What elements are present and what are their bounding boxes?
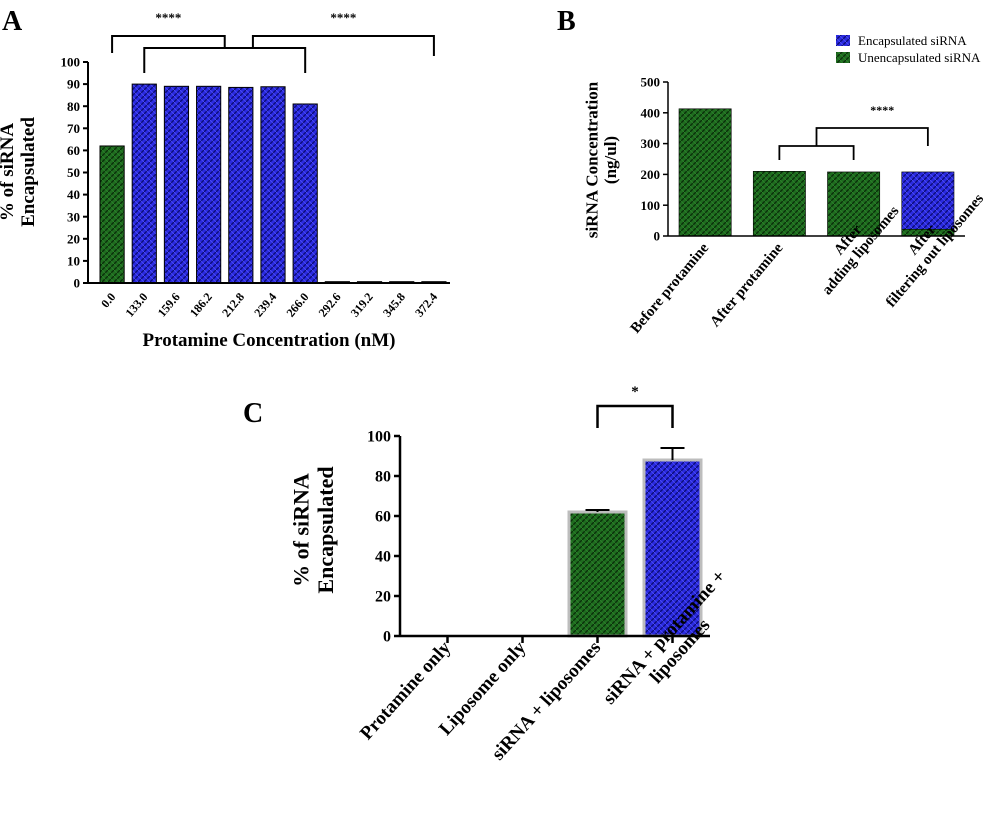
panel-a-y-axis-label: % of siRNAEncapsulated <box>0 117 39 227</box>
panel-c-y-axis-label: % of siRNAEncapsulated <box>289 466 338 593</box>
panel-b-y-tick-label: 400 <box>641 105 661 120</box>
panel-c-y-tick-label: 60 <box>375 509 391 526</box>
panel-c-bar <box>642 458 703 638</box>
panel-c-bar <box>567 510 628 638</box>
panel-c-y-tick-label: 100 <box>367 429 391 446</box>
panel-a-letter: A <box>2 6 23 37</box>
panel-b-y-tick-label: 200 <box>641 167 661 182</box>
panel-a-x-tick-label: 212.8 <box>219 290 247 320</box>
panel-c-y-axis-label-line: Encapsulated <box>313 466 338 593</box>
panel-a-x-axis-label: Protamine Concentration (nM) <box>143 330 396 351</box>
panel-a-x-tick-label-line: 266.0 <box>283 290 311 320</box>
panel-a-x-tick-label-line: 159.6 <box>155 290 183 320</box>
panel-a-y-tick-label: 10 <box>67 253 80 268</box>
panel-a-x-tick-label-line: 372.4 <box>412 290 440 320</box>
panel-a-bar <box>131 83 157 284</box>
panel-b-letter: B <box>557 6 576 37</box>
panel-c-significance-label: * <box>631 384 639 400</box>
panel-b-x-tick-label-line: After protamine <box>707 240 786 330</box>
panel-a-x-tick-label: 319.2 <box>348 290 376 320</box>
panel-a-bar <box>196 85 222 284</box>
panel-a-y-tick-label: 30 <box>67 209 80 224</box>
panel-b-y-tick-label: 500 <box>641 75 661 90</box>
panel-c-bracket <box>596 404 674 428</box>
panel-a-y-axis-label-line: Encapsulated <box>18 117 39 227</box>
panel-a-x-tick-label: 372.4 <box>412 290 440 320</box>
panel-a-x-tick-label: 0.0 <box>98 290 118 310</box>
panel-c-y-axis-label-line: % of siRNA <box>289 473 314 587</box>
panel-b-y-axis-label: siRNA Concentration(ng/ul) <box>582 81 620 238</box>
panel-a-bar <box>260 86 286 284</box>
panel-a-y-tick-label: 80 <box>67 99 80 114</box>
panel-a-bar <box>99 145 125 284</box>
panel-b-legend-label: Encapsulated siRNA <box>858 33 967 48</box>
panel-a-bracket <box>251 35 435 56</box>
panel-a-x-tick-label-line: 0.0 <box>98 290 118 310</box>
panel-b-y-tick-label: 0 <box>654 229 661 244</box>
panel-c-letter: C <box>243 398 263 429</box>
panel-b-legend-swatch <box>836 35 850 46</box>
panel-a-y-tick-label: 40 <box>67 187 80 202</box>
panel-a-y-tick-label: 70 <box>67 121 80 136</box>
panel-b-y-axis-label-line: siRNA Concentration <box>582 81 601 238</box>
panel-b-bar-segment <box>752 171 806 237</box>
panel-b-legend-label: Unencapsulated siRNA <box>858 50 981 65</box>
panel-a-bracket <box>111 35 226 53</box>
panel-b-bracket <box>815 127 929 146</box>
panel-c-y-tick-label: 40 <box>375 549 391 566</box>
panel-a-x-tick-label: 159.6 <box>155 290 183 320</box>
panel-a-bar <box>228 86 254 284</box>
panel-b-x-tick-label-line: Before protamine <box>628 240 713 337</box>
panel-a-x-tick-label-line: 292.6 <box>316 290 344 320</box>
panel-b-y-tick-label: 300 <box>641 136 661 151</box>
panel-b-significance-label: **** <box>870 103 894 117</box>
panel-a-x-tick-label-line: 319.2 <box>348 290 376 320</box>
panel-b-y-tick-label: 100 <box>641 198 661 213</box>
panel-a-x-tick-label-line: 239.4 <box>251 290 279 320</box>
panel-a-significance-label: **** <box>330 10 356 25</box>
panel-b-chart: B 0 100 200 300 400 500 siRNA Concentration(ng… <box>557 6 987 337</box>
panel-c-y-tick-label: 20 <box>375 589 391 606</box>
panel-b-y-axis-label-line: (ng/ul) <box>601 136 620 184</box>
panel-a-y-tick-label: 50 <box>67 165 80 180</box>
panel-a-bar <box>163 85 190 284</box>
panel-b-bar-segment <box>678 108 732 237</box>
panel-b-bar-segment <box>827 171 881 237</box>
panel-a-y-tick-label: 100 <box>61 55 81 70</box>
panel-a-y-tick-label: 20 <box>67 231 80 246</box>
panel-b-bar-segment <box>901 171 955 230</box>
panel-a-x-tick-label-line: 133.0 <box>122 290 150 320</box>
panel-a-bar <box>292 103 318 284</box>
panel-c-y-tick-label: 80 <box>375 469 391 486</box>
panel-a-y-tick-label: 0 <box>74 276 81 291</box>
panel-a-group-bracket <box>143 47 307 73</box>
panel-a-x-tick-label: 186.2 <box>187 290 215 320</box>
panel-a-x-tick-label: 292.6 <box>316 290 344 320</box>
panel-a-chart: A 0 10 20 30 40 50 60 70 80 90 100 % of siRNAEncaps… <box>0 6 450 351</box>
panel-a-x-tick-label-line: 212.8 <box>219 290 247 320</box>
panel-a-x-tick-label-line: 186.2 <box>187 290 215 320</box>
panel-a-x-tick-label: 133.0 <box>122 290 150 320</box>
panel-b-x-tick-label: After protamine <box>707 240 786 330</box>
panel-a-x-tick-label-line: 345.8 <box>380 290 408 320</box>
panel-b-legend-swatch <box>836 52 850 63</box>
panel-a-x-tick-label: 239.4 <box>251 290 279 320</box>
panel-a-y-tick-label: 90 <box>67 77 80 92</box>
panel-b-x-tick-label: Before protamine <box>628 240 713 337</box>
panel-c-y-tick-label: 0 <box>383 629 391 646</box>
panel-a-significance-label: **** <box>155 10 181 25</box>
panel-a-y-tick-label: 60 <box>67 143 80 158</box>
panel-a-y-axis-label-line: % of siRNA <box>0 123 18 221</box>
panel-b-group-bracket <box>778 145 855 160</box>
panel-a-x-tick-label: 266.0 <box>283 290 311 320</box>
panel-a-x-tick-label: 345.8 <box>380 290 408 320</box>
